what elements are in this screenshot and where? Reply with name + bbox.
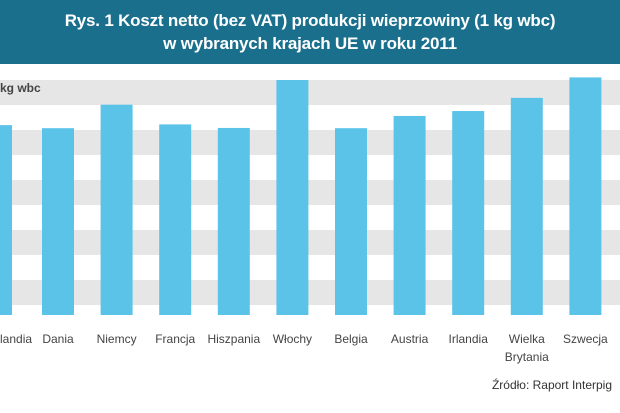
bar-chart: kg wbc landia Dania Niemcy Francja Hiszpania… [0, 77, 620, 364]
source-note: Źródło: Raport Interpig [491, 378, 612, 392]
bar-austria [393, 115, 426, 315]
bar-dania [42, 128, 74, 315]
x-tick-label: Irlandia [449, 332, 489, 346]
x-tick-label: landia [0, 332, 32, 346]
bars [0, 77, 602, 315]
bar-belgia [335, 128, 367, 315]
bar-niemcy [100, 104, 133, 315]
y-axis-unit-label: kg wbc [0, 81, 41, 95]
title-line-1: Rys. 1 Koszt netto (bez VAT) produkcji w… [64, 11, 556, 30]
title-line-2: w wybranych krajach UE w roku 2011 [163, 34, 457, 53]
x-tick-labels: landia Dania Niemcy Francja Hiszpania Włochy B… [0, 332, 608, 364]
title-banner: Rys. 1 Koszt netto (bez VAT) produkcji w… [0, 0, 620, 64]
bar-hiszpania [217, 127, 250, 315]
x-tick-label: Belgia [334, 332, 368, 346]
bar-szwecja [569, 77, 602, 315]
bar-włochy [276, 80, 309, 315]
x-tick-label: Austria [391, 332, 429, 346]
bar-landia [0, 125, 12, 315]
bar-irlandia [452, 111, 485, 315]
bar-wielka-brytania [510, 97, 543, 315]
x-tick-label: Dania [42, 332, 74, 346]
x-tick-label: Włochy [273, 332, 312, 346]
bar-francja [159, 124, 192, 315]
x-tick-label: Wielka Brytania [505, 332, 549, 364]
x-tick-label: Szwecja [563, 332, 608, 346]
x-tick-label: Francja [155, 332, 195, 346]
x-tick-label: Niemcy [97, 332, 137, 346]
x-tick-label: Hiszpania [207, 332, 260, 346]
